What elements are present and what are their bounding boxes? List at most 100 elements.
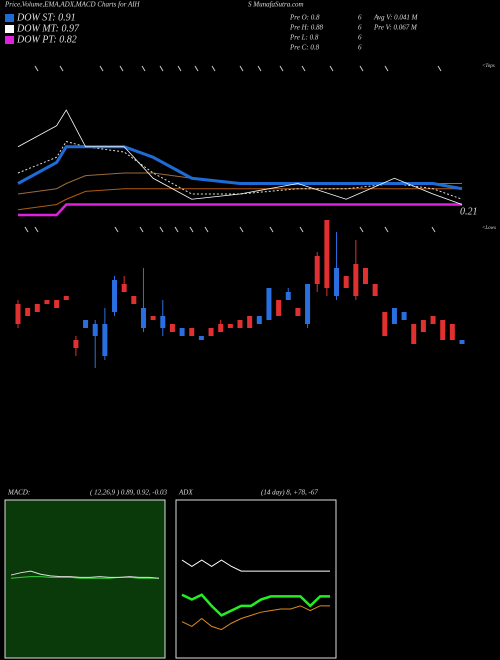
top-marker (194, 65, 199, 72)
candle-body (382, 312, 388, 336)
stat-label: Pre L: 0.8 (289, 34, 319, 42)
candle-body (112, 280, 118, 312)
stat-value: 6 (358, 24, 362, 32)
top-marker (257, 65, 262, 72)
top-marker (239, 65, 244, 72)
low-marker (159, 226, 164, 233)
candle-body (449, 324, 455, 340)
panel (175, 499, 337, 659)
candle-body (285, 292, 291, 300)
price-label: 0.21 (460, 206, 478, 217)
candle-body (430, 316, 436, 324)
candle-body (362, 268, 368, 284)
top-marker (141, 65, 146, 72)
top-marker (437, 65, 442, 72)
candle-body (73, 340, 79, 348)
candle-body (411, 324, 417, 344)
legend-label: DOW ST: 0.91 (16, 12, 76, 23)
low-marker (204, 226, 209, 233)
candle-body (102, 324, 108, 356)
candle-body (334, 268, 340, 296)
low-marker (189, 226, 194, 233)
candle-body (92, 324, 98, 336)
candle-body (160, 316, 166, 328)
low-marker (139, 226, 144, 233)
line-series (10, 570, 160, 579)
top-marker (99, 65, 104, 72)
volume-label: Avg V: 0.041 M (373, 14, 419, 22)
low-marker (24, 226, 29, 233)
candle-body (63, 296, 69, 300)
stat-label: Pre H: 0.88 (289, 24, 323, 32)
site-name: S MunafaSutra.com (248, 1, 304, 9)
low-marker (299, 226, 304, 233)
volume-label: Pre V: 0.067 M (373, 24, 418, 32)
panel-subtitle: ( 12,26,9 ) 0.89, 0.92, -0.03 (90, 489, 167, 497)
candle-body (150, 316, 156, 320)
low-marker (114, 226, 119, 233)
candle-body (276, 300, 282, 316)
panel (4, 499, 166, 659)
top-marker (34, 65, 39, 72)
top-marker (329, 65, 334, 72)
candle-body (372, 284, 378, 296)
top-marker (159, 65, 164, 72)
low-marker (431, 226, 436, 233)
low-marker (174, 226, 179, 233)
candle-body (459, 340, 465, 344)
top-marker (59, 65, 64, 72)
stat-value: 6 (358, 14, 362, 22)
candle-body (391, 308, 397, 324)
candle-body (179, 328, 185, 336)
panel-title: MACD: (7, 489, 30, 497)
top-marker (301, 65, 306, 72)
candle-body (266, 288, 272, 320)
candle-body (15, 304, 21, 324)
candle-body (314, 256, 320, 284)
candle-body (353, 264, 359, 296)
line-series (17, 109, 463, 205)
low-marker (269, 226, 274, 233)
legend-swatch (5, 25, 14, 33)
legend-swatch (5, 36, 14, 44)
top-marker (119, 65, 124, 72)
line-series (17, 140, 463, 200)
candle-body (54, 300, 60, 308)
low-marker (384, 226, 389, 233)
tops-label: <Tops (482, 64, 495, 69)
legend-swatch (5, 14, 14, 22)
line-series (17, 145, 463, 191)
candle-body (227, 324, 233, 328)
top-marker (211, 65, 216, 72)
candle-body (440, 320, 446, 340)
candle-body (140, 308, 146, 328)
top-marker (279, 65, 284, 72)
candle-body (198, 336, 204, 340)
low-marker (359, 226, 364, 233)
panel-subtitle: (14 day) 8, +78, -67 (261, 489, 318, 497)
candle-body (401, 312, 407, 320)
top-marker (177, 65, 182, 72)
candle-body (169, 324, 175, 332)
legend-label: DOW PT: 0.82 (16, 34, 77, 45)
line-series (181, 605, 330, 631)
candle-body (121, 284, 127, 292)
low-marker (239, 226, 244, 233)
candle-body (189, 328, 195, 336)
candle-body (34, 304, 40, 312)
candle-body (324, 220, 330, 288)
candle-body (256, 316, 262, 324)
stat-label: Pre C: 0.8 (289, 44, 320, 52)
candle-body (247, 316, 253, 328)
line-series (181, 593, 330, 617)
top-marker (384, 65, 389, 72)
chart-title: Price,Volume,EMA,ADX,MACD Charts for AIH (4, 1, 141, 9)
stat-value: 6 (358, 34, 362, 42)
candle-body (420, 320, 426, 332)
legend-label: DOW MT: 0.97 (16, 23, 80, 34)
lows-label: <Lows (482, 226, 496, 231)
candle-body (237, 320, 243, 328)
candle-body (305, 284, 311, 324)
stat-value: 6 (358, 44, 362, 52)
